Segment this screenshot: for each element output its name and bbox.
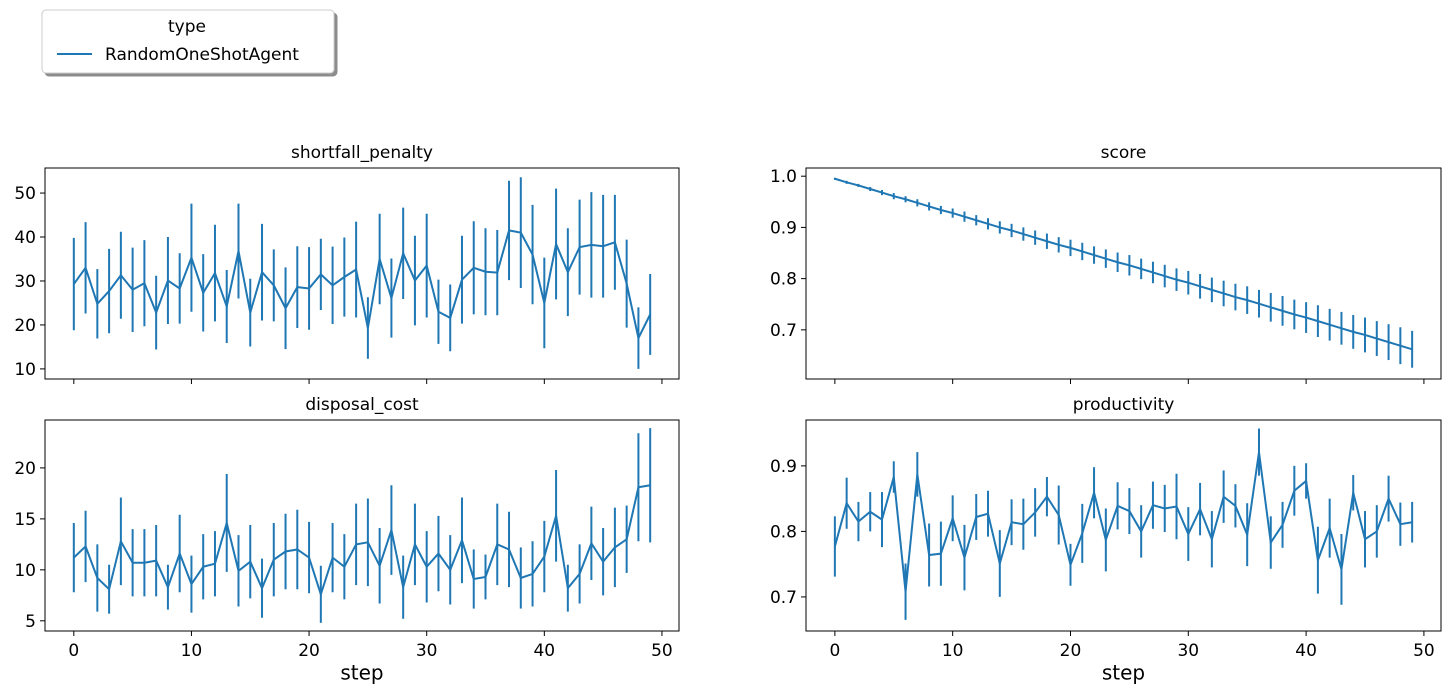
y-tick-label: 10: [14, 360, 36, 380]
x-tick-label: 0: [68, 641, 79, 661]
series-line: [833, 451, 1413, 592]
y-tick-label: 20: [14, 316, 36, 336]
axes-frame: [805, 167, 1442, 380]
y-tick-label: 10: [14, 561, 36, 581]
x-axis-label: step: [1102, 661, 1145, 685]
y-tick-label: 0.9: [770, 457, 797, 477]
subplot-title: productivity: [1073, 395, 1175, 415]
x-tick-label: 10: [942, 641, 964, 661]
subplot: score 0.7 0.8 0.9 1.0: [770, 143, 1442, 384]
y-tick-label: 1.0: [770, 167, 797, 187]
subplot-title: shortfall_penalty: [291, 143, 433, 163]
y-tick-label: 20: [14, 459, 36, 479]
x-tick-label: 20: [298, 641, 320, 661]
y-tick-label: 0.8: [770, 522, 797, 542]
y-tick-label: 0.7: [770, 588, 797, 608]
y-tick-label: 0.9: [770, 218, 797, 238]
legend-title: type: [168, 17, 206, 37]
subplot-title: disposal_cost: [305, 395, 419, 415]
legend-label: RandomOneShotAgent: [105, 45, 299, 65]
axes-frame: [805, 419, 1442, 632]
x-tick-label: 20: [1060, 641, 1082, 661]
legend-frame: [41, 9, 335, 74]
x-tick-label: 40: [533, 641, 555, 661]
series-line: [834, 177, 1413, 351]
x-tick-label: 40: [1295, 641, 1317, 661]
axes-frame: [44, 419, 680, 632]
axes-frame: [44, 167, 680, 380]
x-axis-label: step: [340, 661, 383, 685]
x-tick-label: 30: [416, 641, 438, 661]
x-tick-label: 50: [1413, 641, 1435, 661]
y-tick-label: 15: [14, 510, 36, 530]
y-tick-label: 30: [14, 272, 36, 292]
series-line: [73, 484, 651, 598]
x-tick-label: 50: [651, 641, 673, 661]
legend: type RandomOneShotAgent: [41, 9, 335, 74]
y-tick-label: 50: [14, 184, 36, 204]
y-tick-label: 40: [14, 228, 36, 248]
y-tick-label: 0.7: [770, 321, 797, 341]
subplot-title: score: [1101, 143, 1147, 163]
subplot: disposal_cost 5 10 15 20 0 10 20 30 40 50 step: [14, 395, 680, 685]
y-tick-label: 0.8: [770, 270, 797, 290]
subplot: productivity 0.7 0.8 0.9 0 10 20 30 40 50 step: [770, 395, 1442, 685]
series-line: [73, 229, 652, 342]
x-tick-label: 0: [829, 641, 840, 661]
x-tick-label: 10: [181, 641, 203, 661]
x-tick-label: 30: [1177, 641, 1199, 661]
subplot: shortfall_penalty 10 20 30 40 50: [14, 143, 680, 384]
y-tick-label: 5: [25, 612, 36, 632]
